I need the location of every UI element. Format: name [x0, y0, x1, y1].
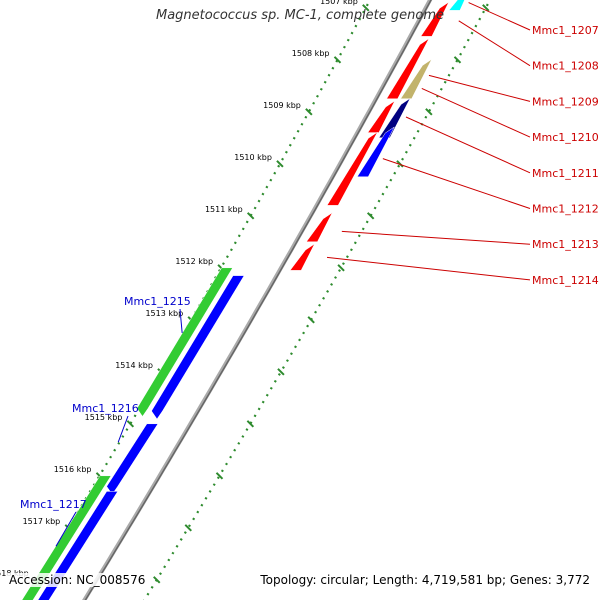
- outer-tick-1515: [246, 420, 255, 428]
- genome-summary-text: Topology: circular; Length: 4,719,581 bp…: [258, 573, 592, 587]
- genes-layer: [21, 0, 465, 600]
- backbone-arc-edge: [84, 0, 432, 600]
- outer-tick-1512: [337, 264, 345, 272]
- gene-label-Mmc1_1207: Mmc1_1207: [532, 24, 599, 37]
- outer-tick-1508: [453, 56, 462, 64]
- gene-label-Mmc1_1208: Mmc1_1208: [532, 60, 599, 73]
- forward-gene-1: [420, 1, 450, 37]
- gene-label-Mmc1_1217: Mmc1_1217: [20, 498, 87, 511]
- major-tick-1511: [246, 212, 255, 220]
- forward-gene-0: [448, 0, 465, 11]
- major-tick-1515: [126, 420, 135, 428]
- leader-Mmc1_1214: [326, 256, 531, 281]
- tick-label-1509: 1509 kbp: [263, 101, 301, 110]
- tick-label-1511: 1511 kbp: [205, 205, 243, 214]
- outer-tick-1509: [425, 108, 433, 116]
- outer-tick-1507: [482, 4, 490, 12]
- gene-label-Mmc1_1213: Mmc1_1213: [532, 238, 599, 251]
- outer-tick-1510: [396, 160, 404, 168]
- outer-scale-dots: [143, 0, 492, 600]
- reverse-gene-2: [106, 423, 159, 495]
- major-tick-1510: [276, 160, 284, 168]
- leader-Mmc1_1211: [405, 116, 531, 174]
- gene-label-Mmc1_1209: Mmc1_1209: [532, 95, 599, 108]
- gene-label-Mmc1_1216: Mmc1_1216: [72, 402, 139, 415]
- gene-label-Mmc1_1210: Mmc1_1210: [532, 131, 599, 144]
- map-title: Magnetococcus sp. MC-1, complete genome: [155, 8, 445, 23]
- outer-tick-1511: [366, 212, 375, 220]
- outer-tick-1513: [307, 316, 315, 324]
- tick-label-1516: 1516 kbp: [54, 465, 92, 474]
- major-tick-1508: [333, 56, 342, 64]
- tick-label-1510: 1510 kbp: [234, 153, 272, 162]
- tick-label-1512: 1512 kbp: [175, 257, 213, 266]
- leader-Mmc1_1213: [341, 230, 531, 245]
- major-tick-1507: [362, 4, 370, 12]
- forward-gene-6: [356, 126, 395, 178]
- leader-Mmc1_1216: [117, 415, 129, 443]
- forward-gene-9: [289, 243, 316, 271]
- leader-Mmc1_1212: [382, 158, 531, 209]
- tick-label-1513: 1513 kbp: [145, 309, 183, 318]
- leader-Mmc1_1217: [55, 511, 77, 547]
- tick-label-1517: 1517 kbp: [23, 517, 61, 526]
- gene-labels-layer: Mmc1_1207 Mmc1_1208 Mmc1_1209 Mmc1_1210 Mmc1…: [20, 2, 599, 547]
- outer-tick-1514: [277, 368, 285, 376]
- gene-label-Mmc1_1211: Mmc1_1211: [532, 167, 599, 180]
- forward-gene-5: [367, 100, 396, 133]
- forward-gene-2: [400, 58, 433, 100]
- gene-label-Mmc1_1214: Mmc1_1214: [532, 274, 599, 287]
- tick-label-1515: 1515 kbp: [85, 413, 123, 422]
- tick-label-1508: 1508 kbp: [292, 49, 330, 58]
- outer-tick-1518: [153, 576, 161, 584]
- forward-gene-7: [326, 131, 378, 206]
- accession-text: Accession: NC_008576: [7, 573, 148, 587]
- reverse-gene-0: [136, 267, 234, 417]
- leader-Mmc1_1210: [421, 87, 531, 138]
- backbone-arc: [82, 0, 433, 600]
- leader-Mmc1_1215: [179, 308, 183, 334]
- forward-gene-3: [386, 38, 430, 100]
- leader-Mmc1_1207: [468, 2, 531, 31]
- gene-label-Mmc1_1212: Mmc1_1212: [532, 203, 599, 216]
- tick-label-1514: 1514 kbp: [115, 361, 153, 370]
- gene-label-Mmc1_1215: Mmc1_1215: [124, 295, 191, 308]
- outer-tick-1517: [184, 524, 192, 532]
- backbone-layer: [82, 0, 433, 600]
- reverse-gene-1: [151, 275, 245, 420]
- tick-label-1507: 1507 kbp: [320, 0, 358, 6]
- forward-gene-8: [305, 212, 333, 243]
- major-tick-1509: [305, 108, 313, 116]
- outer-tick-1516: [215, 472, 224, 480]
- leader-Mmc1_1209: [428, 74, 531, 102]
- leader-Mmc1_1208: [458, 20, 531, 67]
